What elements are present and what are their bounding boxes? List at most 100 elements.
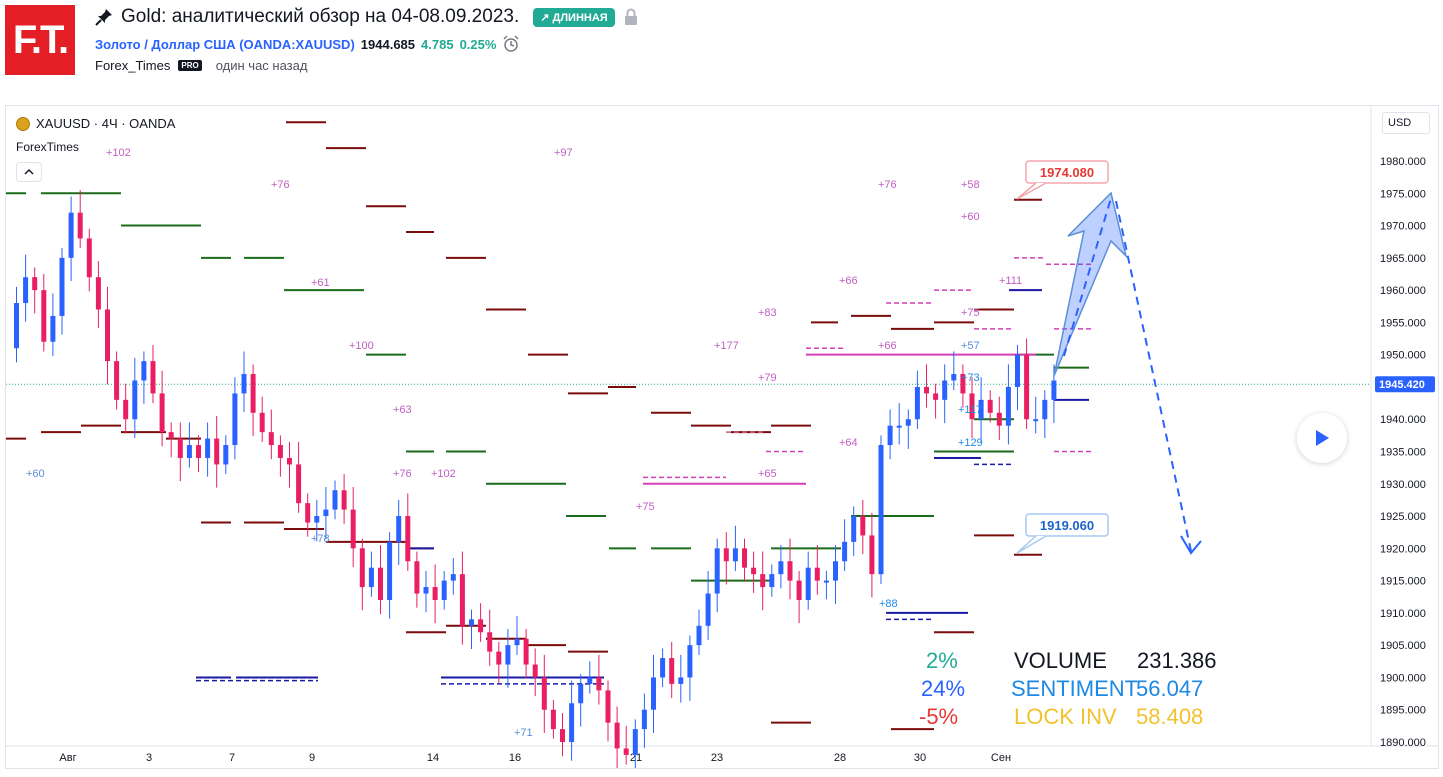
callout-low-box bbox=[1025, 513, 1109, 537]
candle-up bbox=[942, 380, 948, 400]
candle-down bbox=[250, 374, 256, 413]
candle-down bbox=[960, 374, 966, 394]
candle-up bbox=[632, 729, 638, 755]
pin-icon bbox=[95, 9, 112, 26]
symbol-row: Золото / Доллар США (OANDA:XAUUSD) 1944.… bbox=[95, 35, 520, 53]
candle-up bbox=[905, 419, 911, 426]
candle-up bbox=[368, 567, 374, 588]
callout-high-box bbox=[1025, 160, 1109, 184]
candle-up bbox=[823, 580, 829, 583]
candle-down bbox=[560, 729, 565, 742]
play-replay-button[interactable] bbox=[1297, 413, 1347, 463]
candle-up bbox=[323, 509, 329, 517]
forecast-arrowhead bbox=[1180, 535, 1202, 555]
chart-area[interactable]: 1980.000 1975.000 1970.000 1965.000 1960.000… bbox=[5, 105, 1439, 769]
author-name[interactable]: Forex_Times bbox=[95, 58, 171, 73]
price-tick-label: 1925.000 bbox=[1380, 511, 1426, 523]
long-badge[interactable]: ↗ ДЛИННАЯ bbox=[533, 7, 615, 27]
level-annotation: +65 bbox=[758, 468, 777, 480]
lock-icon bbox=[624, 8, 637, 25]
candle-down bbox=[32, 277, 38, 291]
candle-up bbox=[778, 561, 784, 575]
level-annotation: +63 bbox=[393, 404, 412, 416]
candle-up bbox=[914, 386, 920, 420]
price-tick-label: 1900.000 bbox=[1380, 672, 1426, 684]
candle-up bbox=[59, 257, 65, 316]
level-annotation: +102 bbox=[431, 468, 456, 480]
date-tick-label: 30 bbox=[914, 752, 926, 764]
symbol-price: 1944.685 bbox=[360, 36, 416, 52]
alarm-icon[interactable] bbox=[502, 35, 520, 53]
candle-down bbox=[296, 464, 302, 504]
level-annotation: +76 bbox=[271, 179, 290, 191]
candle-up bbox=[660, 658, 666, 678]
date-tick-label: 3 bbox=[146, 752, 152, 764]
candle-down bbox=[550, 709, 556, 730]
candle-down bbox=[287, 457, 292, 465]
candle-up bbox=[842, 541, 848, 562]
level-annotation: +78 bbox=[311, 533, 330, 545]
date-tick-label: 21 bbox=[630, 752, 642, 764]
candle-down bbox=[723, 548, 729, 562]
candle-up bbox=[141, 361, 147, 381]
candle-down bbox=[605, 690, 611, 723]
pro-badge: PRO bbox=[178, 60, 202, 71]
candle-up bbox=[14, 303, 19, 349]
candle-up bbox=[232, 393, 238, 446]
chevron-up-icon bbox=[24, 168, 34, 175]
level-annotation: +88 bbox=[879, 598, 898, 610]
candle-down bbox=[541, 677, 547, 710]
price-tick-label: 1920.000 bbox=[1380, 543, 1426, 555]
author-row: Forex_Times PRO один час назад bbox=[95, 58, 307, 73]
candle-down bbox=[623, 748, 629, 755]
forecast-arrow-up bbox=[1053, 191, 1128, 377]
candle-down bbox=[496, 651, 502, 665]
candle-up bbox=[1005, 386, 1011, 426]
level-annotation: +60 bbox=[961, 211, 980, 223]
candle-up bbox=[387, 541, 393, 600]
candle-up bbox=[1033, 419, 1039, 422]
candle-down bbox=[159, 393, 165, 433]
level-annotation: +97 bbox=[554, 147, 573, 159]
level-annotation: +58 bbox=[961, 179, 980, 191]
symbol-link[interactable]: Золото / Доллар США (OANDA:XAUUSD) bbox=[95, 36, 355, 52]
candle-up bbox=[732, 548, 738, 562]
candle-up bbox=[851, 516, 857, 542]
candle-down bbox=[860, 516, 866, 536]
price-tick-label: 1960.000 bbox=[1380, 285, 1426, 297]
callout-low-pointer bbox=[1016, 535, 1047, 554]
date-tick-label: Авг bbox=[59, 752, 76, 764]
date-tick-label: 28 bbox=[834, 752, 846, 764]
candle-up bbox=[714, 548, 720, 594]
candle-down bbox=[259, 412, 265, 433]
level-annotation: +177 bbox=[714, 340, 739, 352]
candle-up bbox=[878, 445, 884, 575]
level-annotation: +60 bbox=[26, 468, 45, 480]
price-tick-label: 1930.000 bbox=[1380, 479, 1426, 491]
level-annotation: +83 bbox=[758, 307, 777, 319]
price-tick-label: 1975.000 bbox=[1380, 188, 1426, 200]
candle-up bbox=[578, 683, 584, 704]
candle-down bbox=[1024, 354, 1030, 420]
level-annotation: +100 bbox=[349, 340, 374, 352]
collapse-indicators-button[interactable] bbox=[16, 162, 42, 182]
level-annotation: +75 bbox=[636, 501, 655, 513]
currency-button[interactable]: USD bbox=[1382, 112, 1430, 134]
candle-down bbox=[487, 632, 493, 652]
candle-up bbox=[1015, 354, 1020, 387]
candle-down bbox=[614, 722, 620, 749]
candle-down bbox=[196, 445, 201, 458]
candle-up bbox=[1051, 380, 1057, 400]
candle-down bbox=[933, 393, 939, 400]
candle-down bbox=[86, 238, 92, 278]
candle-up bbox=[241, 374, 247, 394]
price-chart[interactable]: 1980.000 1975.000 1970.000 1965.000 1960.000… bbox=[6, 106, 1438, 768]
play-icon bbox=[1316, 430, 1329, 446]
level-annotation: +61 bbox=[311, 277, 330, 289]
candle-up bbox=[887, 425, 893, 446]
candle-up bbox=[769, 574, 775, 588]
candle-down bbox=[305, 503, 311, 523]
candle-down bbox=[177, 438, 183, 458]
level-annotation: +64 bbox=[839, 437, 858, 449]
price-tick-label: 1910.000 bbox=[1380, 608, 1426, 620]
